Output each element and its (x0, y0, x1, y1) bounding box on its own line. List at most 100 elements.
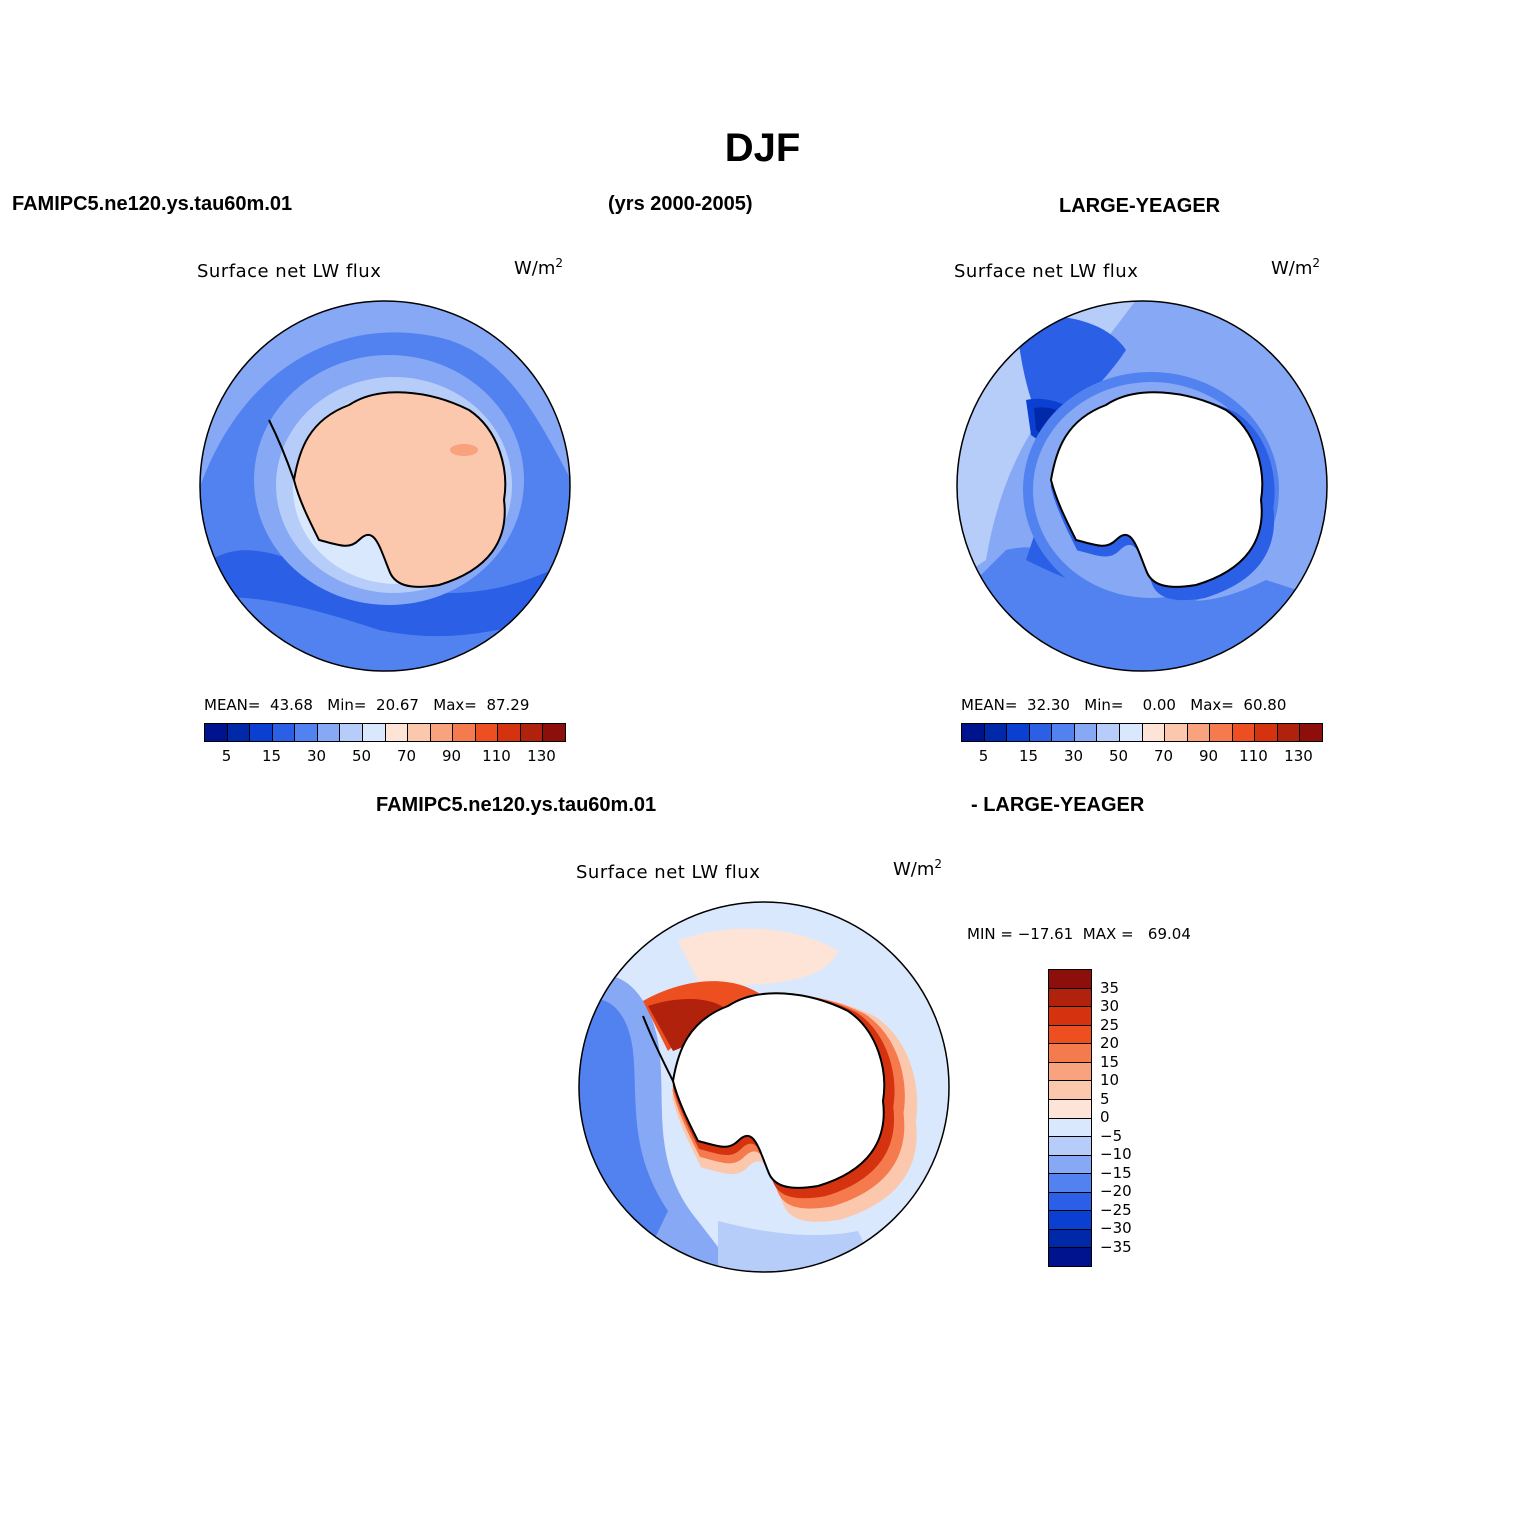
obs-plot-title: Surface net LW flux (954, 261, 1139, 282)
colorbar-swatch (1049, 988, 1091, 1008)
colorbar-tick-label: 10 (1100, 1071, 1120, 1089)
obs-stats: MEAN= 32.30 Min= 0.00 Max= 60.80 (961, 696, 1287, 714)
obs-polar-map (956, 300, 1328, 672)
header-center: (yrs 2000-2005) (608, 193, 753, 215)
colorbar-swatch (385, 724, 409, 741)
colorbar-tick-label: 35 (1100, 978, 1120, 997)
colorbar-swatch (1052, 724, 1075, 741)
figure-title: DJF (724, 126, 801, 170)
colorbar-swatch (1074, 724, 1098, 741)
colorbar-tick-label: 15 (1100, 1052, 1120, 1071)
diff-header-right: - LARGE-YEAGER (971, 794, 1145, 816)
colorbar-swatch (408, 724, 431, 741)
colorbar-swatch (227, 724, 251, 741)
colorbar-tick-label: 15 (1018, 747, 1039, 765)
colorbar-tick-label: 70 (396, 747, 417, 765)
colorbar-swatch (1049, 1118, 1091, 1138)
model-colorbar-ticks: 5 15 30 50 70 90 110 130 (204, 747, 564, 767)
colorbar-tick-label: −30 (1100, 1219, 1132, 1237)
colorbar-swatch (1049, 1248, 1091, 1266)
colorbar-swatch (520, 724, 544, 741)
colorbar-swatch (984, 724, 1008, 741)
model-polar-map (199, 300, 571, 672)
obs-units: W/m2 (1271, 256, 1321, 279)
colorbar-tick-label: 130 (527, 747, 556, 765)
header-right: LARGE-YEAGER (1059, 195, 1221, 217)
colorbar-swatch (1300, 724, 1322, 741)
colorbar-tick-label: 5 (221, 747, 232, 765)
colorbar-swatch (498, 724, 521, 741)
diff-units: W/m2 (893, 857, 943, 880)
colorbar-tick-label: 30 (306, 747, 327, 765)
colorbar-swatch (1255, 724, 1278, 741)
diff-stats: MIN = −17.61 MAX = 69.04 (967, 925, 1191, 943)
colorbar-tick-label: 5 (1100, 1089, 1110, 1108)
obs-colorbar-ticks: 5 15 30 50 70 90 110 130 (961, 747, 1321, 767)
colorbar-swatch (295, 724, 318, 741)
colorbar-tick-label: 15 (261, 747, 282, 765)
colorbar-tick-label: −35 (1100, 1237, 1132, 1256)
colorbar-swatch (1049, 1081, 1091, 1100)
colorbar-tick-label: 20 (1100, 1034, 1120, 1052)
colorbar-tick-label: 0 (1100, 1108, 1110, 1126)
colorbar-swatch (1049, 1211, 1091, 1230)
colorbar-tick-label: 110 (482, 747, 511, 765)
colorbar-tick-label: 50 (351, 747, 372, 765)
colorbar-swatch (250, 724, 273, 741)
colorbar-tick-label: 110 (1239, 747, 1268, 765)
colorbar-swatch (1007, 724, 1030, 741)
colorbar-swatch (1277, 724, 1301, 741)
diff-colorbar (1048, 969, 1092, 1267)
colorbar-tick-label: 130 (1284, 747, 1313, 765)
colorbar-swatch (272, 724, 296, 741)
colorbar-swatch (340, 724, 363, 741)
colorbar-swatch (475, 724, 499, 741)
colorbar-tick-label: 90 (441, 747, 462, 765)
colorbar-swatch (1142, 724, 1166, 741)
obs-colorbar (961, 723, 1323, 742)
colorbar-tick-label: 30 (1100, 997, 1120, 1015)
colorbar-tick-label: −5 (1100, 1126, 1123, 1145)
colorbar-swatch (1119, 724, 1143, 741)
colorbar-tick-label: 70 (1153, 747, 1174, 765)
colorbar-tick-label: −20 (1100, 1182, 1132, 1200)
colorbar-swatch (430, 724, 454, 741)
diff-header-left: FAMIPC5.ne120.ys.tau60m.01 (376, 794, 657, 816)
diff-colorbar-labels: 35 30 25 20 15 10 5 0 −5 −10 −15 −20 −25 −30 −35 (1100, 969, 1160, 1265)
colorbar-tick-label: 25 (1100, 1015, 1120, 1034)
colorbar-swatch (1049, 1229, 1091, 1249)
colorbar-swatch (1049, 1025, 1091, 1045)
colorbar-swatch (1049, 970, 1091, 989)
model-units: W/m2 (514, 256, 564, 279)
colorbar-tick-label: 90 (1198, 747, 1219, 765)
colorbar-swatch (453, 724, 476, 741)
colorbar-swatch (362, 724, 386, 741)
colorbar-tick-label: −15 (1100, 1163, 1132, 1182)
colorbar-swatch (1232, 724, 1256, 741)
colorbar-tick-label: −10 (1100, 1145, 1132, 1163)
diff-plot-title: Surface net LW flux (576, 862, 761, 883)
colorbar-tick-label: 50 (1108, 747, 1129, 765)
colorbar-swatch (1049, 1062, 1091, 1082)
colorbar-swatch (1049, 1192, 1091, 1212)
colorbar-tick-label: −25 (1100, 1200, 1132, 1219)
model-colorbar (204, 723, 566, 742)
colorbar-swatch (1049, 1099, 1091, 1119)
colorbar-swatch (1187, 724, 1211, 741)
diff-polar-map (578, 901, 950, 1273)
colorbar-tick-label: 5 (978, 747, 989, 765)
colorbar-swatch (1049, 1044, 1091, 1063)
colorbar-swatch (317, 724, 341, 741)
colorbar-swatch (1049, 1155, 1091, 1175)
header-left: FAMIPC5.ne120.ys.tau60m.01 (12, 193, 293, 215)
colorbar-swatch (1049, 1007, 1091, 1026)
colorbar-swatch (1049, 1137, 1091, 1156)
colorbar-swatch (1210, 724, 1233, 741)
model-stats: MEAN= 43.68 Min= 20.67 Max= 87.29 (204, 696, 530, 714)
colorbar-tick-label: 30 (1063, 747, 1084, 765)
colorbar-swatch (962, 724, 985, 741)
colorbar-swatch (1165, 724, 1188, 741)
model-plot-title: Surface net LW flux (197, 261, 382, 282)
colorbar-swatch (1097, 724, 1120, 741)
colorbar-swatch (1049, 1174, 1091, 1193)
